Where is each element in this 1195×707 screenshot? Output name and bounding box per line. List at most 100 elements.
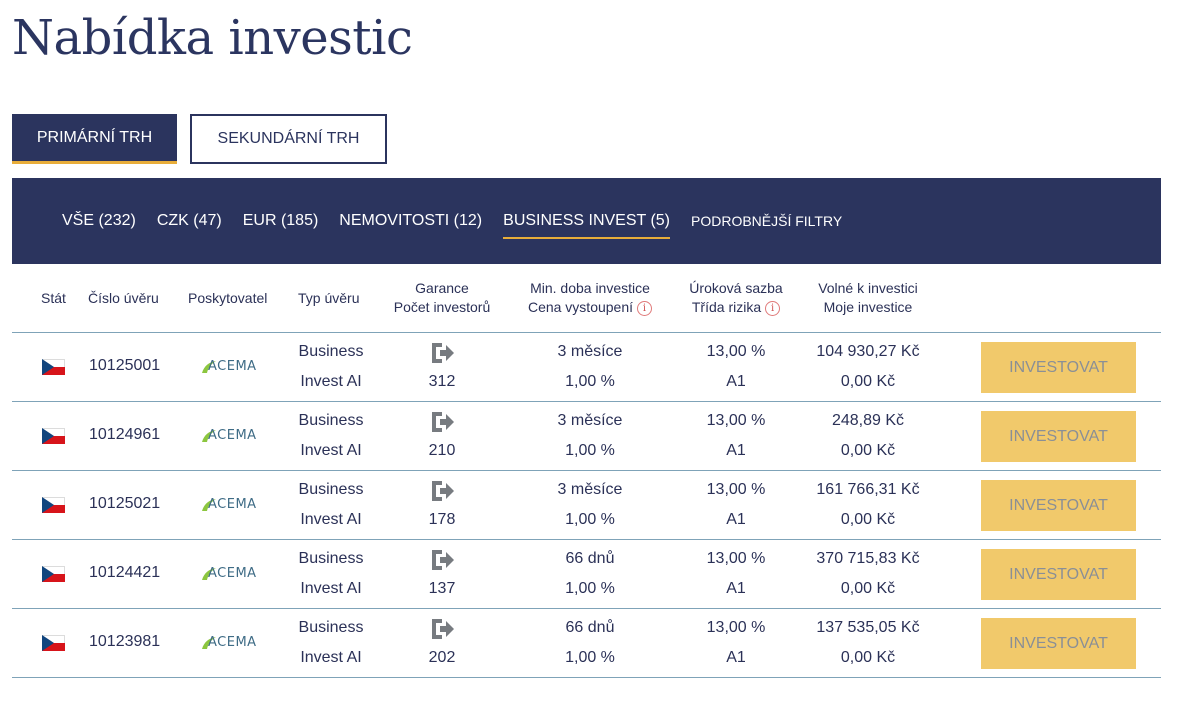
loan-type: Business Invest AI [280, 410, 382, 462]
guarantee-investors: 312 [392, 341, 492, 393]
investors-count: 178 [428, 511, 456, 528]
risk-class: A1 [726, 373, 746, 390]
page-title: Nabídka investic [12, 10, 413, 66]
invest-button[interactable]: INVESTOVAT [981, 342, 1136, 393]
info-icon[interactable]: i [765, 300, 781, 316]
rate-risk: 13,00 % A1 [686, 410, 786, 462]
available-mine: 370 715,83 Kč 0,00 Kč [802, 548, 934, 600]
period-exit: 3 měsíce 1,00 % [525, 410, 655, 462]
filter-all[interactable]: VŠE (232) [62, 212, 136, 229]
rate-risk: 13,00 % A1 [686, 341, 786, 393]
min-period: 66 dnů [565, 550, 615, 567]
acema-swoosh-icon [202, 637, 216, 649]
exit-price: 1,00 % [565, 373, 615, 390]
guarantee-investors: 137 [392, 548, 492, 600]
exit-price: 1,00 % [565, 442, 615, 459]
acema-logo: ACEMA [200, 634, 262, 652]
investors-count: 137 [428, 580, 456, 597]
exit-price: 1,00 % [565, 580, 615, 597]
col-exit-price-label: Cena vystoupení [527, 299, 634, 315]
col-loan-type: Typ úvěru [298, 264, 359, 332]
filter-czk[interactable]: CZK (47) [156, 212, 222, 229]
table-row: 10124421 ACEMA Business Invest AI 137 66… [12, 540, 1161, 609]
guarantee-exit-icon [432, 412, 454, 432]
loan-type-line-2: Invest AI [300, 580, 362, 597]
acema-swoosh-icon [202, 430, 216, 442]
period-exit: 66 dnů 1,00 % [525, 548, 655, 600]
invest-button[interactable]: INVESTOVAT [981, 549, 1136, 600]
rate-risk: 13,00 % A1 [686, 548, 786, 600]
col-loan-type-label: Typ úvěru [298, 289, 360, 306]
guarantee-exit-icon [432, 619, 454, 639]
acema-swoosh-icon [202, 499, 216, 511]
available-mine: 161 766,31 Kč 0,00 Kč [802, 479, 934, 531]
col-provider: Poskytovatel [188, 264, 267, 332]
col-guarantee-investors: Garance Počet investorů [382, 264, 502, 332]
col-available-mine: Volné k investici Moje investice [802, 264, 934, 332]
tab-secondary-market[interactable]: SEKUNDÁRNÍ TRH [190, 114, 387, 164]
col-rate-label: Úroková sazba [689, 280, 783, 296]
available-mine: 104 930,27 Kč 0,00 Kč [802, 341, 934, 393]
more-filters-link[interactable]: PODROBNĚJŠÍ FILTRY [691, 213, 843, 229]
loan-type-line-2: Invest AI [300, 511, 362, 528]
interest-rate: 13,00 % [706, 343, 766, 360]
col-risk-label: Třída rizika [691, 299, 762, 315]
loan-type-line-1: Business [298, 619, 364, 636]
info-icon[interactable]: i [637, 300, 653, 316]
risk-class: A1 [726, 511, 746, 528]
exit-price: 1,00 % [565, 649, 615, 666]
col-available-label: Volné k investici [818, 280, 918, 296]
col-loan-number-label: Číslo úvěru [88, 289, 159, 306]
risk-class: A1 [726, 580, 746, 597]
table-header: Stát Číslo úvěru Poskytovatel Typ úvěru … [12, 264, 1161, 333]
loan-type-line-1: Business [298, 481, 364, 498]
guarantee-exit-icon [432, 550, 454, 570]
filter-eur[interactable]: EUR (185) [242, 212, 319, 229]
period-exit: 3 měsíce 1,00 % [525, 479, 655, 531]
loan-type: Business Invest AI [280, 479, 382, 531]
invest-button[interactable]: INVESTOVAT [981, 480, 1136, 531]
risk-class: A1 [726, 442, 746, 459]
loan-type-line-2: Invest AI [300, 442, 362, 459]
col-country: Stát [41, 264, 66, 332]
loan-type: Business Invest AI [280, 548, 382, 600]
provider-name: ACEMA [208, 566, 257, 581]
guarantee-exit-icon [432, 343, 454, 363]
guarantee-investors: 178 [392, 479, 492, 531]
czech-flag-icon [42, 497, 65, 513]
acema-logo: ACEMA [200, 496, 262, 514]
czech-flag-icon [42, 566, 65, 582]
my-investment: 0,00 Kč [840, 373, 896, 390]
loan-type-line-2: Invest AI [300, 649, 362, 666]
min-period: 3 měsíce [557, 481, 623, 498]
interest-rate: 13,00 % [706, 550, 766, 567]
col-mine-label: Moje investice [823, 299, 913, 315]
filter-real-estate[interactable]: NEMOVITOSTI (12) [339, 212, 483, 229]
loan-number: 10124961 [89, 426, 161, 443]
filter-business-invest[interactable]: BUSINESS INVEST (5) [503, 209, 670, 239]
interest-rate: 13,00 % [706, 412, 766, 429]
filter-bar: VŠE (232) CZK (47) EUR (185) NEMOVITOSTI… [12, 178, 1161, 264]
my-investment: 0,00 Kč [840, 649, 896, 666]
invest-button[interactable]: INVESTOVAT [981, 411, 1136, 462]
investors-count: 202 [428, 649, 456, 666]
acema-swoosh-icon [202, 568, 216, 580]
loan-type: Business Invest AI [280, 341, 382, 393]
rate-risk: 13,00 % A1 [686, 617, 786, 669]
loan-number: 10124421 [89, 564, 161, 581]
guarantee-exit-icon [432, 481, 454, 501]
invest-button[interactable]: INVESTOVAT [981, 618, 1136, 669]
col-rate-risk: Úroková sazba Třída rizika i [676, 264, 796, 332]
czech-flag-icon [42, 428, 65, 444]
table-row: 10123981 ACEMA Business Invest AI 202 66… [12, 609, 1161, 678]
col-period-exit: Min. doba investice Cena vystoupení i [515, 264, 665, 332]
my-investment: 0,00 Kč [840, 511, 896, 528]
col-min-period-label: Min. doba investice [530, 280, 650, 296]
min-period: 3 měsíce [557, 343, 623, 360]
period-exit: 66 dnů 1,00 % [525, 617, 655, 669]
acema-logo: ACEMA [200, 427, 262, 445]
provider-name: ACEMA [208, 497, 257, 512]
tab-primary-market[interactable]: PRIMÁRNÍ TRH [12, 114, 177, 164]
col-country-label: Stát [41, 289, 66, 306]
min-period: 66 dnů [565, 619, 615, 636]
